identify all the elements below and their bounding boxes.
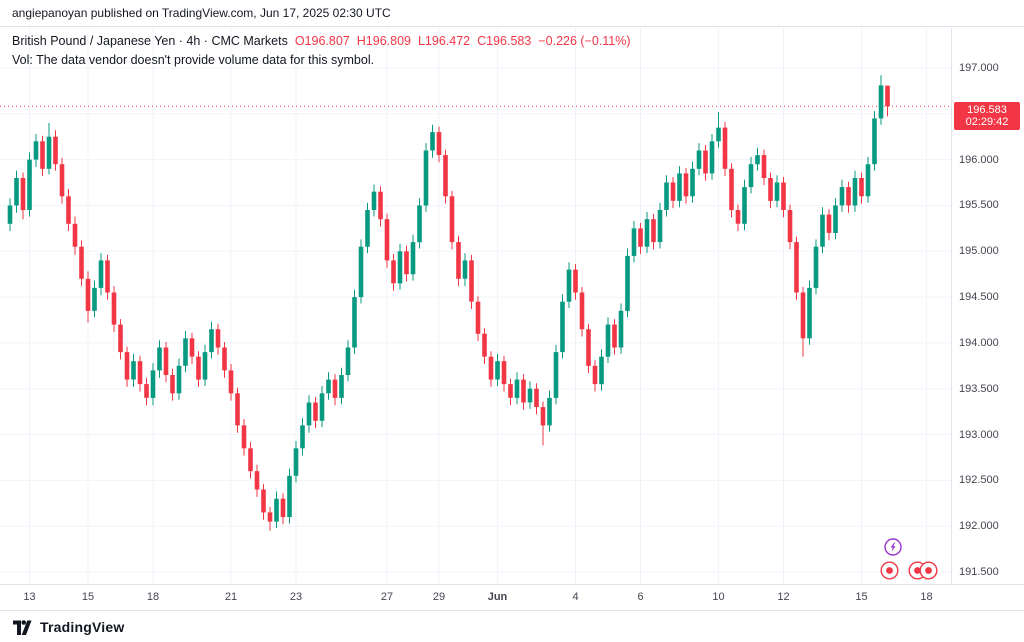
chart-legend: British Pound / Japanese Yen · 4h · CMC … <box>12 33 631 68</box>
price-axis-label: 192.000 <box>959 520 999 533</box>
time-axis-label: 21 <box>224 591 238 603</box>
price-axis-label: 194.500 <box>959 291 999 304</box>
tradingview-logo-icon[interactable] <box>12 617 33 637</box>
price-axis[interactable]: 191.500 192.000 192.500 193.000 193.500 194.0… <box>952 28 1024 584</box>
attribution-bar: angiepanoyan published on TradingView.co… <box>0 0 1024 27</box>
time-axis-label: 13 <box>23 591 36 603</box>
ohlc-open: O196.807 <box>294 34 350 48</box>
price-axis-label: 194.000 <box>959 336 999 349</box>
time-axis-label: Jun <box>487 591 508 603</box>
time-axis-label: 18 <box>920 591 933 603</box>
volume-note: Vol: The data vendor doesn't provide vol… <box>12 53 375 67</box>
price-axis-label: 193.500 <box>959 382 999 395</box>
time-axis-label: 15 <box>81 591 95 603</box>
price-axis-label: 192.500 <box>959 474 999 487</box>
ohlc-low: L196.472 <box>417 34 471 48</box>
time-axis-label: 29 <box>432 591 446 603</box>
price-axis-label: 196.000 <box>959 153 999 166</box>
lightning-icon[interactable] <box>884 538 902 556</box>
price-axis-label: 195.500 <box>959 199 999 212</box>
ohlc-change: −0.226 (−0.11%) <box>538 34 631 48</box>
price-axis-label: 193.000 <box>959 428 999 441</box>
time-axis-label: 18 <box>146 591 160 603</box>
chart-canvas[interactable] <box>0 28 952 584</box>
price-axis-label: 191.500 <box>959 566 999 578</box>
attribution-text: angiepanoyan published on TradingView.co… <box>12 6 391 20</box>
price-badge-countdown: 02:29:42 <box>965 116 1009 129</box>
footer-bar: TradingView <box>0 610 1024 642</box>
time-axis[interactable]: 13 15 18 21 23 27 29 Jun 4 6 10 12 15 18 <box>0 584 1024 611</box>
time-axis-label: 6 <box>637 591 644 603</box>
time-axis-label: 10 <box>712 591 725 603</box>
double-dot-circle-icon[interactable] <box>908 561 938 580</box>
symbol-title[interactable]: British Pound / Japanese Yen · 4h · CMC … <box>12 34 288 48</box>
time-axis-label: 15 <box>855 591 868 603</box>
time-axis-label: 4 <box>572 591 579 603</box>
tradingview-wordmark[interactable]: TradingView <box>40 618 125 635</box>
time-axis-label: 27 <box>380 591 394 603</box>
price-axis-separator <box>951 28 952 610</box>
price-axis-label: 197.000 <box>959 62 999 74</box>
ohlc-high: H196.809 <box>356 34 411 48</box>
chart-area: British Pound / Japanese Yen · 4h · CMC … <box>0 28 1024 610</box>
price-axis-label: 195.000 <box>959 245 999 258</box>
price-badge-value: 196.583 <box>967 104 1007 117</box>
time-axis-label: 23 <box>289 591 303 603</box>
price-badge: 196.583 02:29:42 <box>954 102 1020 131</box>
dot-circle-icon[interactable] <box>880 561 899 580</box>
time-axis-label: 12 <box>777 591 790 603</box>
ohlc-close: C196.583 <box>477 34 532 48</box>
